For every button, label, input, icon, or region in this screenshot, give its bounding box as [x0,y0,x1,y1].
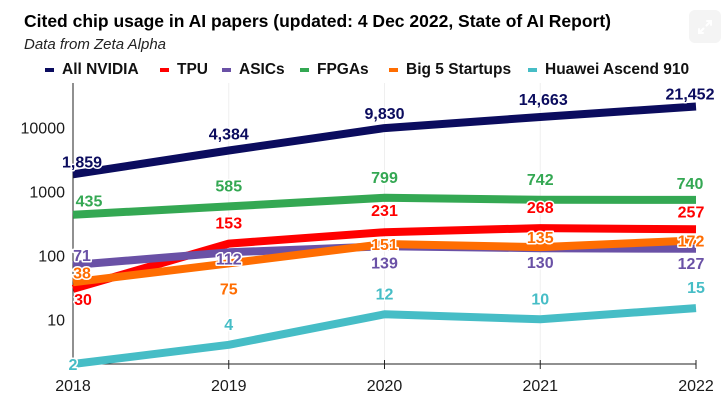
legend-label: TPU [177,61,208,78]
expand-icon [698,19,712,34]
data-label-big-5-startups: 151 [371,237,398,254]
legend-label: All NVIDIA [62,61,139,78]
x-tick-label: 2019 [211,378,247,395]
data-label-asics: 112 [216,251,242,268]
data-label-fpgas: 435 [76,194,103,211]
data-label-tpu: 268 [527,200,554,217]
legend-label: FPGAs [317,61,369,78]
data-label-tpu: 30 [74,292,92,309]
data-label-asics: 130 [527,255,554,272]
legend-marker [389,68,398,72]
data-label-huawei-ascend-910: 2 [69,357,78,374]
legend-item-huawei-ascend-910[interactable]: Huawei Ascend 910 [528,61,689,79]
legend-marker [300,68,309,72]
data-label-huawei-ascend-910: 4 [224,317,233,334]
x-tick-label: 2021 [522,378,558,395]
legend-label: ASICs [239,61,285,78]
data-label-big-5-startups: 75 [220,281,238,298]
data-label-asics: 71 [73,248,91,265]
data-label-asics: 127 [678,256,705,273]
x-tick-label: 2020 [367,378,403,395]
data-label-all-nvidia: 14,663 [519,92,568,109]
legend-item-big-5-startups[interactable]: Big 5 Startups [389,61,511,79]
series-line-fpgas [72,193,697,219]
data-label-fpgas: 585 [215,178,242,195]
legend-label: Big 5 Startups [406,61,512,78]
expand-button[interactable] [689,10,721,43]
data-label-fpgas: 742 [527,172,554,189]
data-label-tpu: 231 [371,203,398,220]
series-line-all-nvidia [72,102,697,179]
x-tick-label: 2022 [678,378,714,395]
y-tick-label: 10000 [21,121,66,138]
y-tick-label: 1000 [29,185,65,202]
legend-label: Huawei Ascend 910 [545,61,690,78]
y-tick-label: 100 [38,248,65,265]
data-label-all-nvidia: 4,384 [209,127,249,144]
legend-item-tpu[interactable]: TPU [160,61,208,79]
data-label-fpgas: 799 [371,170,398,187]
legend-marker [222,68,231,72]
series-line-huawei-ascend-910 [72,304,697,368]
legend-item-all-nvidia[interactable]: All NVIDIA [45,61,139,79]
data-label-tpu: 257 [678,204,705,221]
data-label-huawei-ascend-910: 10 [531,291,549,308]
data-label-all-nvidia: 1,859 [62,154,102,171]
data-label-fpgas: 740 [677,176,704,193]
legend-marker [528,68,537,72]
legend-marker [160,68,169,72]
series-line-big-5-startups [72,236,697,287]
x-tick-label: 2018 [55,378,91,395]
y-tick-label: 10 [47,312,65,329]
data-label-all-nvidia: 9,830 [364,106,404,123]
data-label-all-nvidia: 21,452 [666,86,715,103]
legend-marker [45,68,54,72]
data-label-asics: 139 [371,255,398,272]
data-label-tpu: 153 [215,216,242,233]
data-label-huawei-ascend-910: 12 [376,286,394,303]
legend-item-fpgas[interactable]: FPGAs [300,61,369,79]
chart-title: Cited chip usage in AI papers (updated: … [24,11,612,31]
data-label-big-5-startups: 38 [73,265,91,282]
data-label-big-5-startups: 172 [678,233,705,250]
legend-item-asics[interactable]: ASICs [222,61,285,79]
data-label-huawei-ascend-910: 15 [687,280,705,297]
chart-subtitle: Data from Zeta Alpha [24,36,167,53]
data-label-big-5-startups: 135 [527,230,554,247]
